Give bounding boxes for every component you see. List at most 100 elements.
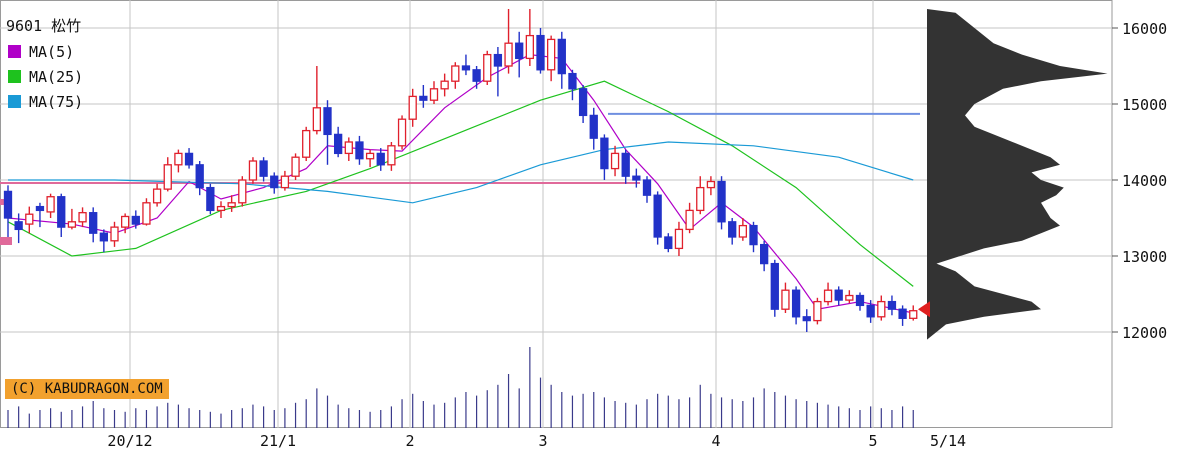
candle [216, 201, 226, 218]
candle-body [547, 38, 556, 71]
candle-body [216, 205, 226, 212]
candle [35, 202, 45, 228]
candle-body [397, 118, 407, 147]
candle-body [142, 202, 151, 225]
candle-body [291, 156, 300, 177]
candle [312, 66, 322, 135]
candle [802, 309, 811, 332]
candle [344, 137, 353, 161]
candle-body [440, 80, 449, 90]
candle [440, 73, 449, 97]
candle-body [195, 164, 204, 189]
candle-body [760, 243, 769, 265]
candle [898, 305, 907, 326]
candle [280, 170, 290, 191]
candle-body [717, 180, 726, 223]
candle [483, 50, 492, 85]
candle-body [685, 209, 694, 231]
candle [866, 300, 875, 323]
candle [163, 157, 172, 192]
candle [429, 81, 439, 104]
candle [14, 213, 23, 244]
candle-body [121, 215, 130, 228]
candle-body [802, 316, 811, 322]
candle-body [621, 152, 630, 177]
candle-body [355, 141, 364, 160]
candle [536, 28, 545, 74]
y-tick-label: 16000 [1122, 20, 1167, 38]
candle-body [152, 188, 162, 204]
current-price-marker [918, 301, 930, 318]
candle-body [472, 69, 481, 82]
candle-body [813, 300, 822, 322]
candle [333, 126, 343, 158]
candle-body [174, 152, 183, 166]
candle [781, 282, 790, 313]
candle-body [600, 137, 609, 170]
candle-body [557, 38, 566, 75]
candle-body [674, 228, 684, 250]
chart-legend: 9601 松竹 MA(5) MA(25) MA(75) [6, 14, 83, 114]
candle-body [483, 53, 492, 82]
x-tick-label: 5 [868, 432, 877, 450]
candle [696, 176, 705, 215]
candle-body [99, 232, 108, 242]
candle-body [451, 65, 460, 82]
candle [142, 198, 151, 226]
candle [845, 290, 854, 304]
candle [291, 153, 300, 180]
candle [493, 47, 503, 97]
legend-swatch [8, 70, 21, 83]
candle [887, 295, 897, 316]
candle-body [46, 196, 55, 213]
candle-body [89, 212, 98, 234]
candle-body [365, 152, 375, 160]
candle [3, 185, 13, 237]
candle-body [14, 221, 23, 231]
y-tick-label: 14000 [1122, 172, 1167, 190]
candle [728, 218, 737, 245]
candle [259, 157, 268, 182]
candle-body [525, 34, 534, 60]
candle-body [25, 213, 34, 225]
candle [749, 221, 758, 253]
candle [632, 168, 641, 188]
candle [121, 213, 130, 234]
candle-body [259, 160, 268, 177]
candle-body [504, 42, 513, 67]
candle [834, 286, 843, 306]
candle-body [280, 175, 290, 189]
candle-body [823, 289, 833, 303]
candle-body [248, 160, 258, 181]
candle-body [770, 262, 779, 310]
candle [504, 9, 513, 74]
candle [813, 297, 822, 325]
candle [472, 66, 481, 89]
candle [855, 292, 865, 311]
candle [184, 148, 194, 169]
candle [770, 259, 779, 317]
candle-body [578, 88, 588, 117]
candle-body [302, 129, 311, 158]
candle [227, 195, 236, 212]
candle-body [227, 202, 236, 208]
candle-body [270, 175, 279, 189]
candle-body [845, 294, 854, 301]
x-tick-label: 2 [405, 432, 414, 450]
candle [78, 207, 87, 228]
candle-body [738, 224, 747, 238]
candle-body [898, 308, 907, 319]
candle-body [493, 53, 503, 67]
candle-body [408, 95, 417, 120]
candle [909, 305, 918, 321]
candle-body [728, 221, 737, 238]
candle-body [131, 215, 140, 225]
candle-body [632, 175, 641, 181]
volume-profile [927, 9, 1108, 340]
x-tick-label: 20/12 [107, 432, 152, 450]
candle [557, 31, 566, 89]
y-tick-label: 13000 [1122, 248, 1167, 266]
candle-body [664, 236, 673, 250]
candle [89, 207, 98, 243]
